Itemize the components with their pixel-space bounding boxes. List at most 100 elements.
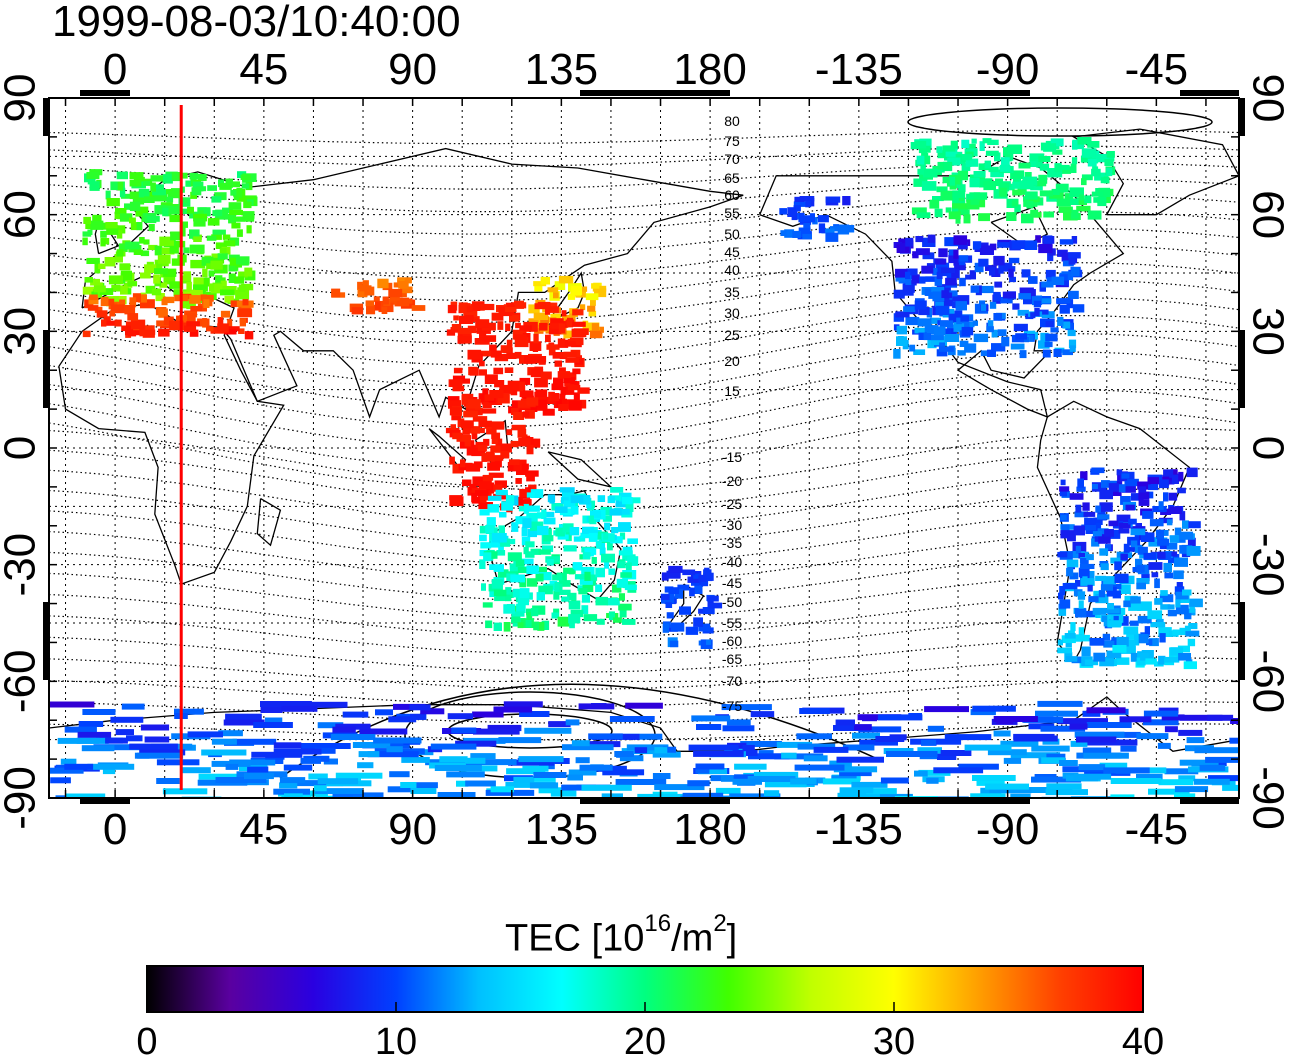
tec-cell — [1110, 557, 1123, 564]
tec-cell — [452, 375, 466, 381]
tec-cell — [914, 300, 927, 310]
tec-cell — [813, 746, 849, 753]
tec-cell — [490, 786, 514, 793]
tec-cell — [1013, 323, 1028, 332]
tec-cell — [224, 214, 231, 220]
tec-cell — [995, 178, 1003, 187]
tec-cell — [114, 211, 124, 219]
tec-cell — [503, 604, 516, 614]
tec-cell — [162, 207, 169, 217]
tec-cell — [526, 565, 539, 574]
tec-cell — [479, 303, 495, 311]
tec-cell — [1182, 520, 1189, 529]
contour-line — [49, 614, 1239, 656]
tec-cell — [489, 344, 497, 354]
tec-cell — [129, 297, 137, 308]
tec-cell — [475, 490, 489, 496]
tec-cell — [1022, 289, 1036, 297]
tec-cell — [734, 763, 767, 770]
tec-cell — [233, 216, 245, 222]
tec-cell — [923, 333, 931, 341]
tec-cell — [472, 476, 486, 487]
tec-cell — [944, 734, 992, 741]
tec-cell — [1029, 153, 1045, 162]
tec-cell — [918, 307, 930, 316]
tec-cell — [153, 274, 160, 284]
tec-cell — [163, 316, 174, 325]
tec-cell — [456, 780, 469, 787]
tec-cell — [974, 262, 984, 273]
tec-cell — [803, 755, 828, 762]
tec-cell — [1105, 608, 1120, 614]
contour-line — [49, 333, 1239, 408]
y-tick-label-right: 0 — [1244, 436, 1292, 460]
tec-cell — [944, 334, 960, 342]
tec-cell — [1077, 198, 1087, 205]
tec-cell — [937, 150, 952, 159]
tec-cell — [1000, 164, 1011, 172]
tec-cell — [173, 289, 181, 297]
tec-cell — [954, 295, 970, 305]
tec-cell — [222, 234, 231, 240]
tec-cell — [525, 505, 540, 512]
tec-cell — [1229, 737, 1239, 744]
tec-cell — [945, 277, 957, 286]
tec-cell — [129, 217, 136, 224]
tec-cell — [1169, 506, 1182, 514]
tec-cell — [457, 327, 470, 335]
tec-cell — [281, 705, 318, 712]
tec-cell — [300, 757, 321, 764]
tec-cell — [308, 773, 328, 780]
tec-cell — [1146, 639, 1153, 646]
tec-cell — [186, 313, 196, 323]
tec-cell — [994, 152, 1001, 162]
tec-cell — [1136, 582, 1146, 590]
contour-label: -70 — [722, 673, 742, 689]
tec-cell — [452, 463, 464, 474]
tec-cell — [698, 768, 728, 775]
tec-cell — [938, 248, 948, 258]
x-tick-label-top: -90 — [976, 45, 1040, 94]
frame-band-right — [1239, 330, 1245, 408]
tec-cell — [524, 727, 572, 734]
tec-cell — [439, 756, 468, 763]
tec-cell — [83, 216, 91, 224]
tec-cell — [950, 140, 958, 150]
tec-cell — [1130, 596, 1141, 604]
contour-label: -65 — [722, 651, 742, 667]
tec-cell — [453, 315, 459, 321]
tec-cell — [1135, 558, 1143, 569]
tec-cell — [596, 618, 605, 625]
tec-cell — [943, 162, 953, 172]
tec-cell — [1116, 469, 1123, 476]
tec-cell — [1119, 716, 1152, 723]
tec-cell — [972, 320, 978, 326]
tec-cell — [119, 213, 133, 222]
tec-cell — [110, 716, 144, 723]
tec-cell — [542, 408, 555, 416]
tec-cell — [235, 262, 242, 268]
tec-cell — [463, 310, 478, 317]
tec-cell — [1076, 486, 1086, 492]
tec-cell — [829, 760, 852, 767]
tec-cell — [1058, 592, 1064, 600]
tec-cell — [124, 305, 136, 315]
tec-cell — [243, 201, 252, 209]
tec-cell — [1082, 710, 1101, 717]
tec-cell — [1059, 586, 1066, 596]
tec-cell — [228, 273, 236, 283]
north-pole-contour — [907, 107, 1213, 137]
tec-cell — [452, 432, 463, 440]
tec-cell — [687, 780, 710, 787]
tec-cell — [1123, 600, 1131, 608]
tec-cell — [1014, 204, 1021, 213]
tec-cell — [1091, 191, 1104, 197]
tec-cell — [609, 716, 655, 722]
tec-cell — [144, 736, 170, 743]
tec-cell — [219, 248, 227, 254]
tec-cell — [251, 751, 303, 758]
tec-cell — [747, 776, 796, 782]
tec-cell — [139, 328, 145, 337]
tec-cell — [515, 559, 525, 567]
tec-cell — [1164, 656, 1180, 663]
